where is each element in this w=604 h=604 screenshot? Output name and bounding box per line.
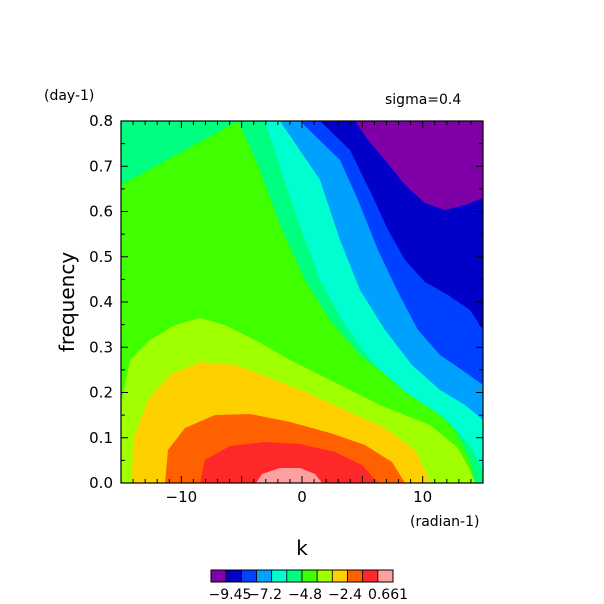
y-tick-label: 0.3 xyxy=(89,338,113,356)
colorbar-label: −7.2 xyxy=(248,587,282,603)
y-tick-label: 0.6 xyxy=(89,203,113,221)
y-tick-label: 0.5 xyxy=(89,248,113,266)
x-tick-label: 0 xyxy=(297,488,307,506)
y-axis-label: frequency xyxy=(55,252,79,352)
y-tick-label: 0.1 xyxy=(89,429,113,447)
colorbar-labels: −9.45−7.2 −4.8 −2.4 0.661 xyxy=(209,587,409,603)
colorbar-label: −4.8 xyxy=(288,587,322,603)
colorbar-swatch xyxy=(256,569,273,583)
y-unit-label: (day-1) xyxy=(44,88,94,104)
colorbar-swatch xyxy=(286,569,303,583)
colorbar-swatch xyxy=(225,569,242,583)
colorbar-swatch xyxy=(377,569,394,583)
subtitle: sigma=0.4 xyxy=(385,92,461,108)
colorbar-swatch xyxy=(331,569,348,583)
colorbar-swatch xyxy=(240,569,257,583)
x-tick-label: 10 xyxy=(413,488,432,506)
colorbar-swatch xyxy=(347,569,364,583)
x-unit-label: (radian-1) xyxy=(410,514,479,530)
y-tick-label: 0.2 xyxy=(89,384,113,402)
contour-band-red xyxy=(200,442,378,483)
colorbar-swatch xyxy=(362,569,379,583)
x-tick-label: −10 xyxy=(166,488,198,506)
y-tick-label: 0.0 xyxy=(89,474,113,492)
y-tick-label: 0.7 xyxy=(89,157,113,175)
colorbar-swatch xyxy=(316,569,333,583)
contour-plot-area xyxy=(121,121,483,483)
colorbar-swatch xyxy=(301,569,318,583)
y-axis-ticks: 0.0 0.1 0.2 0.3 0.4 0.5 0.6 0.7 0.8 xyxy=(89,112,483,492)
x-axis-label: k xyxy=(296,536,308,560)
x-axis-ticks: −10 0 10 xyxy=(120,121,484,506)
contour-band-green-left xyxy=(121,121,238,185)
y-tick-label: 0.8 xyxy=(89,112,113,130)
colorbar-label: −2.4 xyxy=(328,587,362,603)
colorbar xyxy=(210,569,394,583)
colorbar-label: 0.661 xyxy=(368,587,408,603)
y-tick-label: 0.4 xyxy=(89,293,113,311)
contour-band-pink xyxy=(256,468,322,483)
colorbar-swatch xyxy=(210,569,227,583)
contour-band-purple xyxy=(355,121,483,210)
colorbar-swatch xyxy=(271,569,288,583)
colorbar-label: −9.45 xyxy=(209,587,252,603)
colorbar-frame xyxy=(210,569,394,583)
